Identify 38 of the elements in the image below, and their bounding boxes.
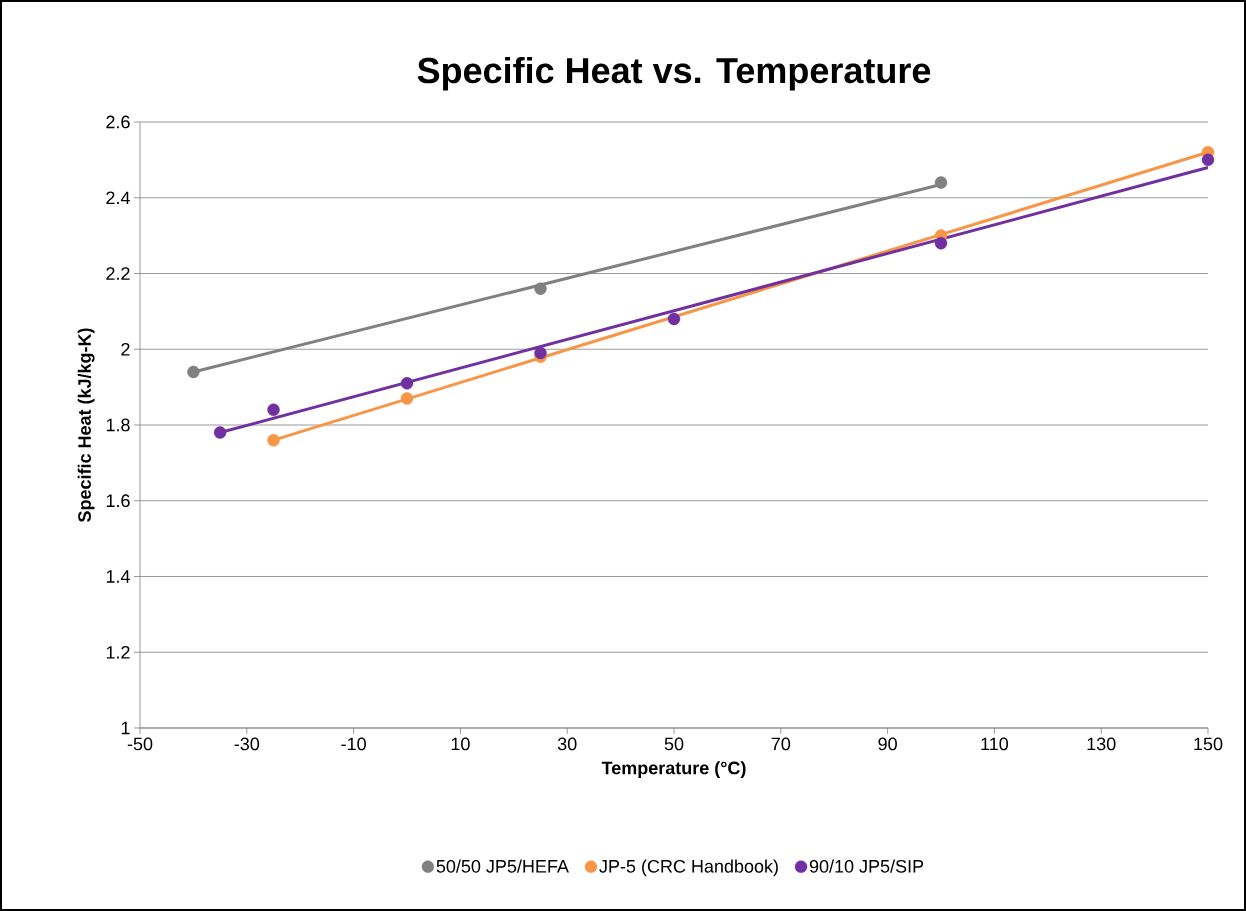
legend-label: 90/10 JP5/SIP (809, 859, 924, 873)
y-tick-label: 1.2 (106, 645, 130, 659)
x-tick-label: 130 (1087, 737, 1116, 751)
x-tick-label: 150 (1194, 737, 1223, 751)
point (213, 426, 227, 439)
point (934, 176, 948, 189)
x-tick-label: 10 (451, 737, 470, 751)
x-tick-label: 90 (878, 737, 897, 751)
x-axis-title: Temperature (°C) (601, 761, 746, 778)
point (267, 433, 280, 447)
point (187, 365, 200, 379)
point (534, 346, 547, 360)
point (667, 312, 681, 326)
x-tick-label: 30 (557, 737, 577, 751)
y-tick-label: 2 (121, 342, 130, 356)
x-tick-label: -30 (234, 737, 260, 751)
x-tick-label: 110 (981, 737, 1009, 751)
point (1201, 153, 1215, 167)
legend-label: JP-5 (CRC Handbook) (599, 859, 778, 877)
point (400, 377, 414, 390)
legend-label: 50/50 JP5/HEFA (436, 859, 569, 873)
x-tick-label: -10 (341, 737, 366, 751)
x-tick-label: -50 (127, 737, 153, 751)
chart-title: Specific Heat vs. Temperature (417, 56, 931, 91)
y-tick-label: 1.6 (106, 494, 130, 508)
y-tick-label: 1 (121, 721, 130, 735)
point (934, 237, 948, 250)
point (267, 403, 280, 417)
y-axis-title: Specific Heat (kJ/kg-K) (77, 328, 95, 523)
y-tick-label: 2.4 (106, 191, 130, 205)
y-tick-label: 2.2 (106, 267, 130, 280)
x-tick-label: 70 (771, 737, 791, 751)
x-tick-label: 50 (664, 737, 684, 751)
y-tick-label: 1.8 (106, 418, 130, 432)
point (534, 282, 547, 295)
y-tick-label: 1.4 (106, 570, 130, 583)
y-tick-label: 2.6 (106, 115, 130, 129)
point (400, 392, 414, 405)
